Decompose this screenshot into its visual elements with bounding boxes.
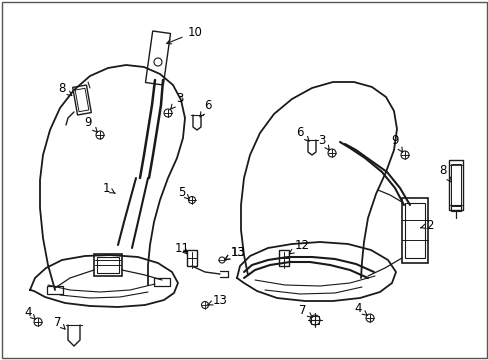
Text: 13: 13 — [224, 246, 245, 260]
Text: 7: 7 — [54, 315, 65, 329]
Text: 11: 11 — [174, 242, 189, 255]
Text: 10: 10 — [166, 26, 202, 44]
Text: 8: 8 — [438, 163, 450, 182]
Text: 1: 1 — [102, 181, 115, 194]
Text: 2: 2 — [420, 219, 433, 231]
Text: 3: 3 — [318, 134, 328, 150]
Text: 7: 7 — [299, 303, 311, 317]
Text: 12: 12 — [288, 239, 309, 254]
Text: 6: 6 — [296, 126, 308, 141]
Text: 4: 4 — [353, 302, 366, 315]
Text: 13: 13 — [224, 246, 245, 260]
Text: 6: 6 — [200, 99, 211, 117]
Text: 8: 8 — [58, 81, 72, 95]
Text: 3: 3 — [170, 91, 183, 109]
Text: 9: 9 — [84, 116, 97, 132]
Text: 4: 4 — [24, 306, 35, 319]
Text: 13: 13 — [207, 293, 227, 306]
Text: 5: 5 — [178, 185, 189, 199]
Text: 9: 9 — [390, 134, 402, 152]
